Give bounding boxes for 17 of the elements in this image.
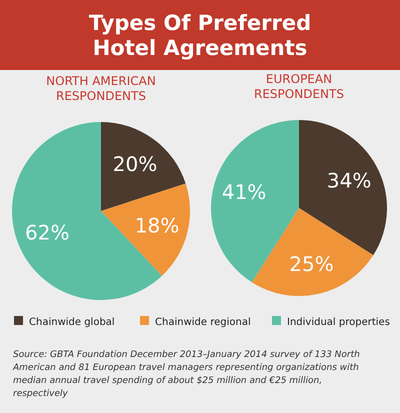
legend-label: Individual properties	[287, 317, 390, 328]
chart-title: NORTH AMERICAN RESPONDENTS	[46, 74, 156, 103]
pie-slice	[299, 120, 387, 256]
data-label: 18%	[134, 213, 180, 238]
legend-label: Chainwide regional	[155, 317, 251, 328]
pie-slice	[101, 122, 186, 211]
legend-label: Chainwide global	[29, 317, 115, 328]
pie-slice	[252, 208, 374, 296]
data-label: 41%	[222, 180, 266, 204]
data-label: 20%	[112, 152, 158, 176]
source-note: Source: GBTA Foundation December 2013–January 2014 survey of 133 North American and 81 European travel managers representing organizations with median annual travel spending of about $25 million and €25 million, respectively	[12, 350, 360, 399]
data-label: 34%	[326, 168, 372, 192]
data-label: 62%	[24, 220, 70, 244]
data-label: 25%	[289, 252, 334, 276]
text: Types Of Preferred Hotel Agreements	[88, 11, 312, 60]
pie-slice	[101, 183, 190, 276]
chart-title: EUROPEAN RESPONDENTS	[254, 72, 344, 101]
